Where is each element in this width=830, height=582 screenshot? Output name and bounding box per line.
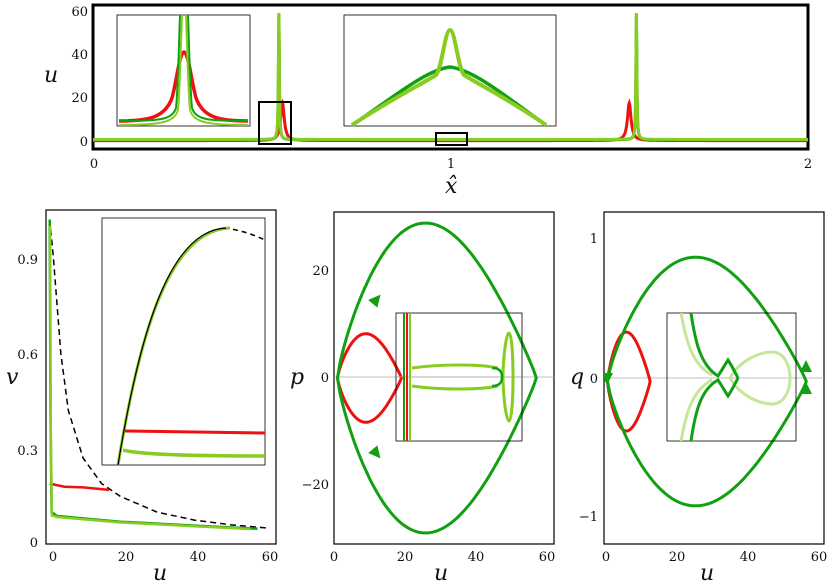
uq-inset-pale-curve-bottom [679,378,713,442]
uv-ytick-0.3: 0.3 [17,444,38,459]
up-ytick-20: 20 [312,264,329,279]
uq-series [604,255,812,508]
uv-xtick-0: 0 [49,550,57,565]
up-xtick-0: 0 [330,550,338,565]
up-green-loop [335,221,538,535]
uq-xtick-60: 60 [811,550,828,565]
uv-inset-lime-curve [116,226,231,466]
inset-center-green-curve [351,65,547,127]
uv-green-line [48,219,258,530]
profile-inset-left [116,14,251,127]
up-arrow-lower [368,445,381,459]
uq-ylabel: q [570,365,584,390]
uv-inset-black-curve [117,227,227,466]
inset-left-red-curve [118,50,249,123]
uv-dash-line [48,219,269,529]
up-ytick-minus20: −20 [302,478,329,493]
uq-red-loop [605,330,652,433]
inset-left-lime-curve-1 [118,14,183,126]
profile-ytick-40: 40 [71,48,88,63]
up-inset-green-bump [491,366,504,388]
profile-xlabel: x̂ [445,174,458,199]
uq-ytick-0: 0 [590,372,598,387]
profile-xtick-2: 2 [804,157,812,172]
uv-inset [101,217,266,466]
inset-left-green-curve-2 [187,14,249,122]
profile-yticks: 0 20 40 60 [71,5,88,150]
profile-inset-center [343,14,557,127]
uv-inset-red-curve [124,429,266,435]
uq-xtick-20: 20 [669,550,686,565]
up-xtick-60: 60 [539,550,556,565]
up-series [335,221,538,535]
profile-series [93,13,808,143]
uv-lime-line [48,225,251,531]
up-ylabel: p [290,365,304,390]
uq-inset-pale-loop [728,350,792,406]
uq-arrow-right-upper [800,360,812,372]
profile-ytick-60: 60 [71,5,88,20]
uq-inset-pale-curve-top [679,312,713,377]
uq-green-loop [605,255,808,508]
uq-arrow-left [604,373,613,385]
inset-left-lime-curve-2 [185,14,249,126]
uv-xticks: 0 20 40 60 [49,550,278,565]
uv-ytick-0: 0 [30,536,38,551]
profile-ytick-0: 0 [80,135,88,150]
uq-yticks: −1 0 1 [579,232,598,525]
profile-ylabel: u [44,63,58,88]
uq-xtick-0: 0 [602,550,610,565]
up-xlabel: u [434,561,448,582]
up-ytick-0: 0 [321,371,329,386]
uv-ytick-0.6: 0.6 [17,348,38,363]
uv-inset-lime-bottom [122,448,266,458]
uv-yticks: 0 0.3 0.6 0.9 [17,253,38,551]
up-inset-lime-loop [411,331,515,423]
up-xticks: 0 20 40 60 [330,550,555,565]
uq-xticks: 0 20 40 60 [602,550,827,565]
uq-inset-green-curve-bottom [689,377,740,442]
uv-red-line [49,482,110,492]
up-xtick-20: 20 [397,550,414,565]
profile-xtick-0: 0 [90,157,98,172]
zoom-box-center [435,132,468,146]
uq-inset-green-curve-top [689,312,740,379]
uq-inset [666,312,797,442]
up-inset [395,312,523,442]
profile-xtick-1: 1 [447,157,455,172]
uq-ytick-minus1: −1 [579,510,598,525]
inset-left-green-curve-1 [118,14,181,122]
uq-xlabel: u [700,561,714,582]
profile-ytick-20: 20 [71,91,88,106]
uq-arrow-right-lower [800,382,812,394]
zoom-box-peak [258,101,292,145]
up-plot-frame [333,211,555,545]
up-red-loop [335,332,404,424]
up-xtick-40: 40 [468,550,485,565]
uv-xlabel: u [153,561,167,582]
up-arrow-upper [368,294,381,308]
uv-xtick-40: 40 [190,550,207,565]
uv-inset-dashed-curve [223,227,266,241]
profile-xticks: 0 1 2 [90,157,812,172]
uv-series [48,219,269,531]
uv-ytick-0.9: 0.9 [17,253,38,268]
inset-center-lime-curve [350,27,548,127]
uv-plot-frame [45,209,277,545]
uq-ytick-1: 1 [590,232,598,247]
profile-plot-frame [91,3,810,151]
uv-xtick-60: 60 [262,550,279,565]
uq-xtick-40: 40 [740,550,757,565]
uv-ylabel: v [6,365,19,390]
profile-lime-line [93,13,808,141]
uv-xtick-20: 20 [118,550,135,565]
up-yticks: −20 0 20 [302,264,329,493]
